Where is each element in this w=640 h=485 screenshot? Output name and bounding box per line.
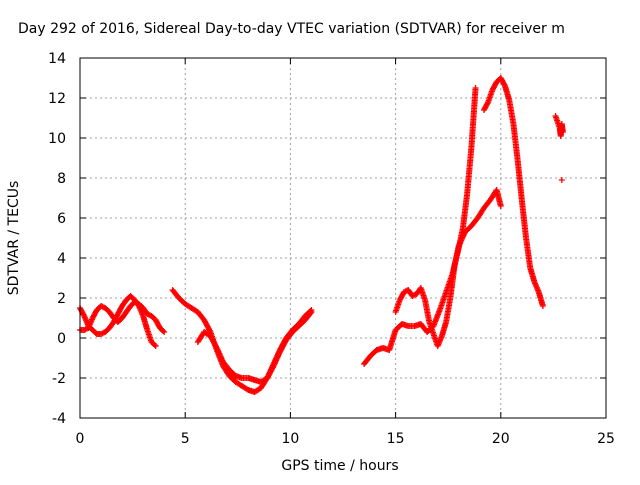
- y-tick-label: 2: [57, 291, 66, 307]
- x-tick-label: 25: [597, 431, 615, 447]
- data-point: [501, 81, 508, 88]
- y-tick-label: 0: [57, 331, 66, 347]
- x-tick-label: 0: [76, 431, 85, 447]
- x-tick-label: 20: [492, 431, 510, 447]
- x-tick-label: 15: [387, 431, 405, 447]
- data-point: [80, 311, 87, 318]
- grid-lines: [80, 58, 606, 418]
- y-axis-title: SDTVAR / TECUs: [6, 181, 22, 296]
- chart-title: Day 292 of 2016, Sidereal Day-to-day VTE…: [18, 21, 565, 37]
- y-tick-label: -2: [52, 371, 66, 387]
- tick-labels: 0 5 10 15 20 25 -4 -2 0 2 4 6 8 10 12 14: [48, 51, 615, 447]
- plot-frame: [79, 57, 607, 419]
- x-tick-label: 5: [181, 431, 190, 447]
- data-point: [213, 343, 220, 350]
- data-points: [77, 75, 566, 395]
- y-tick-label: 6: [57, 211, 66, 227]
- data-point: [484, 100, 491, 107]
- data-point: [559, 129, 566, 135]
- data-point: [472, 85, 479, 91]
- y-tick-label: -4: [52, 411, 66, 427]
- data-point: [161, 329, 168, 335]
- y-tick-label: 4: [57, 251, 66, 267]
- data-point: [497, 203, 504, 209]
- data-point: [160, 328, 167, 334]
- data-point: [308, 309, 315, 315]
- axis-ticks: [79, 57, 607, 419]
- data-point: [539, 303, 546, 309]
- data-point: [269, 364, 276, 371]
- data-point: [558, 177, 565, 183]
- y-tick-label: 12: [48, 91, 66, 107]
- y-tick-label: 8: [57, 171, 66, 187]
- y-tick-label: 10: [48, 131, 66, 147]
- x-tick-label: 10: [281, 431, 299, 447]
- data-point: [307, 310, 314, 317]
- data-point: [151, 342, 158, 348]
- x-axis-title: GPS time / hours: [281, 458, 398, 474]
- data-point: [152, 343, 159, 349]
- y-tick-label: 14: [48, 51, 66, 67]
